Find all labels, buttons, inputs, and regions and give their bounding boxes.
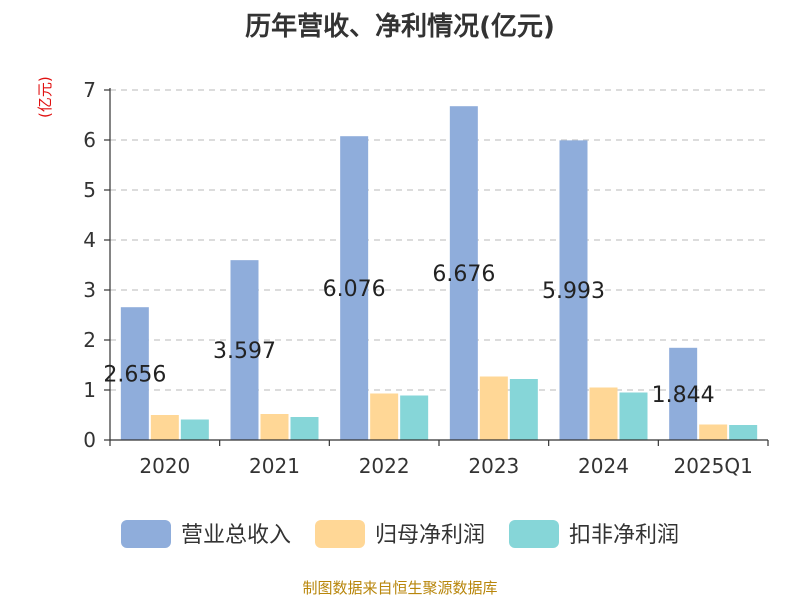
data-label: 2.656: [103, 363, 166, 388]
bars: [120, 106, 758, 440]
bar-2-2021: [260, 414, 289, 440]
bar-1-2024: [559, 140, 588, 440]
bar-2-2023: [479, 376, 508, 440]
bar-2-2022: [370, 393, 399, 440]
data-label: 6.076: [323, 277, 386, 302]
x-tick-label: 2024: [578, 454, 629, 478]
bar-1-2020: [120, 307, 149, 440]
legend-swatch: [315, 520, 365, 548]
x-tick-label: 2023: [468, 454, 519, 478]
data-labels: 2.656 3.597 6.076 6.676 5.993 1.844: [103, 262, 714, 408]
y-tick-label: 1: [83, 378, 96, 402]
y-tick-label: 4: [83, 228, 96, 252]
bar-1-2021: [230, 260, 259, 440]
x-tick-label: 2021: [249, 454, 300, 478]
y-tick-label: 2: [83, 328, 96, 352]
x-tick-label: 2020: [139, 454, 190, 478]
bar-1-2022: [340, 136, 369, 440]
y-tick-label: 3: [83, 278, 96, 302]
legend-label: 营业总收入: [181, 523, 291, 548]
y-tick-label: 7: [83, 78, 96, 102]
y-tick-label: 6: [83, 128, 96, 152]
source-note: 制图数据来自恒生聚源数据库: [302, 579, 498, 597]
x-tick-label: 2025Q1: [673, 454, 752, 478]
data-label: 6.676: [432, 262, 495, 287]
bar-2-2025Q1: [699, 424, 728, 440]
bar-2-2024: [589, 387, 618, 440]
bar-2-2020: [150, 415, 179, 440]
legend-label: 归母净利润: [375, 523, 485, 548]
axes: 0 1 2 3 4 5 6 7 2020 2021 2022 2023 2024 2025Q1: [83, 78, 769, 478]
bar-1-2025Q1: [669, 347, 698, 440]
y-tick-label: 0: [83, 428, 96, 452]
bar-3-2020: [180, 419, 209, 440]
gridlines: [110, 89, 768, 391]
bar-3-2022: [400, 395, 429, 440]
bar-3-2024: [619, 392, 648, 440]
y-tick-label: 5: [83, 178, 96, 202]
bar-3-2025Q1: [729, 425, 758, 440]
bar-1-2023: [449, 106, 478, 440]
bar-3-2021: [290, 417, 319, 440]
legend-label: 扣非净利润: [569, 523, 679, 548]
data-label: 1.844: [652, 383, 715, 408]
chart-title: 历年营收、净利情况(亿元): [245, 12, 555, 42]
bar-3-2023: [509, 379, 538, 440]
legend: 营业总收入 归母净利润 扣非净利润: [121, 520, 679, 548]
legend-swatch: [509, 520, 559, 548]
data-label: 5.993: [542, 279, 605, 304]
legend-swatch: [121, 520, 171, 548]
data-label: 3.597: [213, 339, 276, 364]
x-tick-label: 2022: [359, 454, 410, 478]
